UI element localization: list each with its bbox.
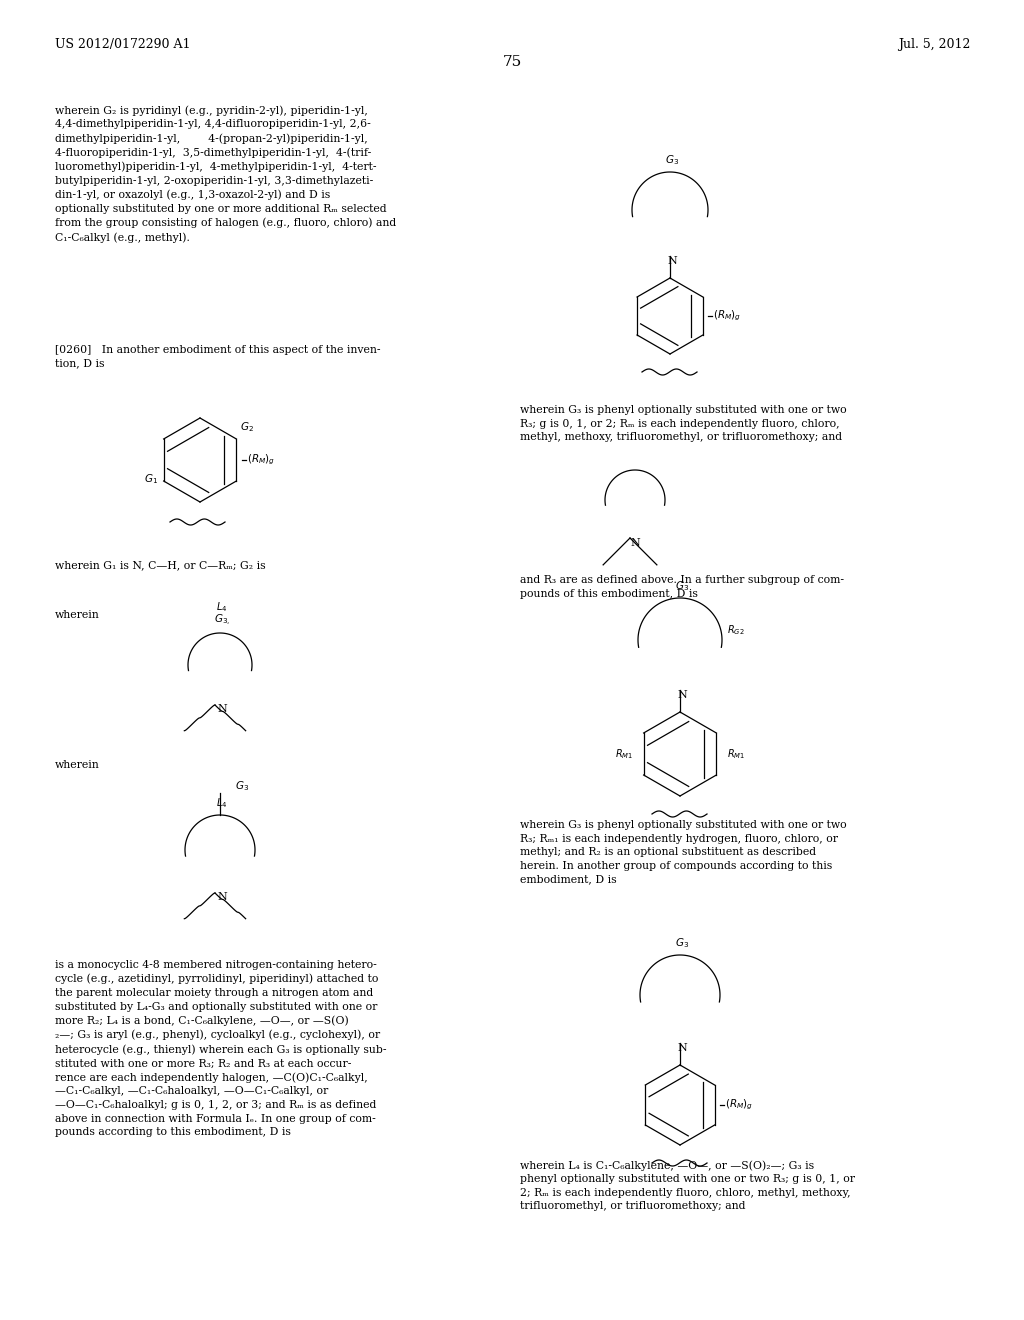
Text: $(R_M)_g$: $(R_M)_g$ [713,309,741,323]
Text: $G_1$: $G_1$ [143,473,158,486]
Text: $G_2$: $G_2$ [241,420,254,434]
Text: $G_3$: $G_3$ [675,936,689,950]
Text: wherein G₃ is phenyl optionally substituted with one or two
R₃; g is 0, 1, or 2;: wherein G₃ is phenyl optionally substitu… [520,405,847,442]
Text: wherein G₃ is phenyl optionally substituted with one or two
R₃; Rₘ₁ is each inde: wherein G₃ is phenyl optionally substitu… [520,820,847,884]
Text: $G_3$: $G_3$ [665,153,679,168]
Text: $G_{3,}$: $G_{3,}$ [214,612,230,628]
Text: and R₃ are as defined above. In a further subgroup of com-
pounds of this embodi: and R₃ are as defined above. In a furthe… [520,576,844,598]
Text: N: N [217,704,227,714]
Text: wherein: wherein [55,610,99,620]
Text: $(R_M)_g$: $(R_M)_g$ [725,1098,754,1113]
Text: $R_{M1}$: $R_{M1}$ [614,747,633,760]
Text: is a monocyclic 4-8 membered nitrogen-containing hetero-
cycle (e.g., azetidinyl: is a monocyclic 4-8 membered nitrogen-co… [55,960,386,1138]
Text: N: N [667,256,677,267]
Text: $L_4$: $L_4$ [216,601,227,614]
Text: $R_{M1}$: $R_{M1}$ [727,747,745,760]
Text: N: N [677,690,687,700]
Text: Jul. 5, 2012: Jul. 5, 2012 [898,38,970,51]
Text: $G_3$: $G_3$ [675,579,689,593]
Text: $(R_M)_g$: $(R_M)_g$ [247,453,275,467]
Text: 75: 75 [503,55,521,69]
Text: N: N [217,892,227,902]
Text: wherein: wherein [55,760,99,770]
Text: $R_{G2}$: $R_{G2}$ [727,623,744,636]
Text: US 2012/0172290 A1: US 2012/0172290 A1 [55,38,190,51]
Text: [0260]   In another embodiment of this aspect of the inven-
tion, D is: [0260] In another embodiment of this asp… [55,345,381,368]
Text: $G_3$: $G_3$ [234,779,249,793]
Text: wherein L₄ is C₁-C₆alkylene, —O—, or —S(O)₂—; G₃ is
phenyl optionally substitute: wherein L₄ is C₁-C₆alkylene, —O—, or —S(… [520,1160,855,1212]
Text: wherein G₁ is N, C—H, or C—Rₘ; G₂ is: wherein G₁ is N, C—H, or C—Rₘ; G₂ is [55,560,265,570]
Text: N: N [677,1043,687,1053]
Text: N: N [630,539,640,548]
Text: wherein G₂ is pyridinyl (e.g., pyridin-2-yl), piperidin-1-yl,
4,4-dimethylpiperi: wherein G₂ is pyridinyl (e.g., pyridin-2… [55,106,396,243]
Text: $L_4$: $L_4$ [216,796,227,810]
